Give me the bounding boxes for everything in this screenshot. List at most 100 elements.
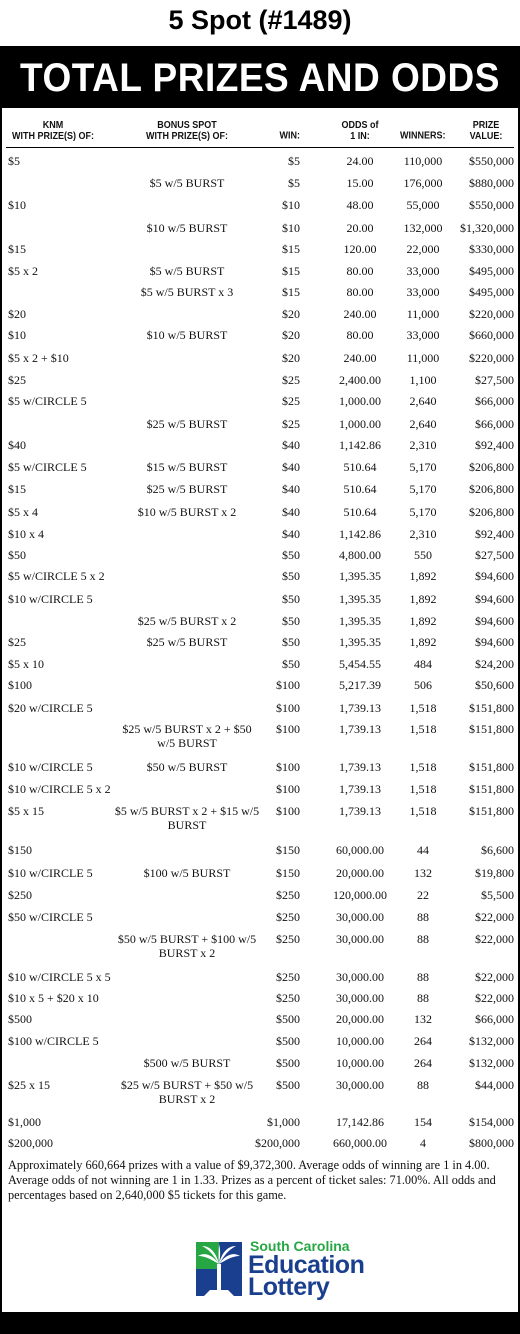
- knm-cell: $100: [8, 678, 32, 692]
- prize-value-cell: $92,400: [475, 438, 514, 452]
- knm-cell: $5 w/CIRCLE 5 x 2: [8, 569, 105, 583]
- knm-cell: $50 w/CIRCLE 5: [8, 910, 93, 924]
- win-cell: $100: [276, 701, 300, 715]
- winners-cell: 1,892: [409, 592, 437, 606]
- win-cell: $500: [276, 1034, 300, 1048]
- winners-cell: 1,892: [409, 635, 437, 649]
- win-cell: $10: [282, 221, 300, 235]
- win-cell: $500: [276, 1012, 300, 1026]
- prize-table: KNM WITH PRIZE(S) OF: BONUS SPOT WITH PR…: [2, 108, 518, 1312]
- win-cell: $50: [282, 548, 300, 562]
- win-cell: $20: [282, 328, 300, 342]
- header-bonus-spot: BONUS SPOT WITH PRIZE(S) OF:: [146, 119, 228, 141]
- winners-cell: 484: [414, 657, 432, 671]
- win-cell: $150: [276, 843, 300, 857]
- winners-cell: 2,640: [409, 417, 437, 431]
- win-cell: $40: [282, 460, 300, 474]
- win-cell: $15: [282, 242, 300, 256]
- knm-cell: $50: [8, 548, 26, 562]
- win-cell: $15: [282, 285, 300, 299]
- odds-cell: 20,000.00: [336, 866, 384, 880]
- odds-cell: 80.00: [346, 328, 374, 342]
- knm-cell: $5 w/CIRCLE 5: [8, 394, 87, 408]
- bonus-spot-cell: $25 w/5 BURST: [146, 417, 228, 431]
- knm-cell: $500: [8, 1012, 32, 1026]
- knm-cell: $15: [8, 482, 26, 496]
- winners-cell: 1,892: [409, 569, 437, 583]
- knm-cell: $100 w/CIRCLE 5: [8, 1034, 99, 1048]
- prize-value-cell: $132,000: [469, 1056, 514, 1070]
- prize-value-cell: $6,600: [481, 843, 514, 857]
- prize-value-cell: $22,000: [475, 910, 514, 924]
- winners-cell: 22: [417, 888, 429, 902]
- knm-cell: $10 w/CIRCLE 5 x 2: [8, 782, 111, 796]
- win-cell: $40: [282, 438, 300, 452]
- header-odds: ODDS of 1 IN:: [341, 119, 379, 141]
- bonus-spot-cell: $10 w/5 BURST: [146, 221, 228, 235]
- prize-value-cell: $1,320,000: [460, 221, 514, 235]
- winners-cell: 132: [414, 866, 432, 880]
- knm-cell: $10 x 4: [8, 527, 44, 541]
- prize-value-cell: $66,000: [475, 394, 514, 408]
- win-cell: $100: [276, 722, 300, 736]
- bonus-spot-cell: $25 w/5 BURST x 2: [137, 614, 237, 628]
- winners-cell: 264: [414, 1056, 432, 1070]
- win-cell: $5: [288, 154, 300, 168]
- win-cell: $250: [276, 888, 300, 902]
- prize-table-frame: TOTAL PRIZES AND ODDS KNM WITH PRIZE(S) …: [0, 46, 520, 1334]
- odds-cell: 10,000.00: [336, 1034, 384, 1048]
- winners-cell: 1,100: [409, 373, 437, 387]
- odds-cell: 5,454.55: [339, 657, 381, 671]
- odds-cell: 15.00: [346, 176, 374, 190]
- prize-value-cell: $220,000: [469, 307, 514, 321]
- odds-cell: 30,000.00: [336, 1078, 384, 1092]
- win-cell: $100: [276, 782, 300, 796]
- odds-cell: 660,000.00: [333, 1136, 387, 1150]
- prize-value-cell: $94,600: [475, 592, 514, 606]
- bonus-spot-cell: $100 w/5 BURST: [143, 866, 231, 880]
- prize-value-cell: $151,800: [469, 804, 514, 818]
- knm-cell: $10 w/CIRCLE 5: [8, 866, 93, 880]
- odds-cell: 10,000.00: [336, 1056, 384, 1070]
- knm-cell: $1,000: [8, 1115, 41, 1129]
- knm-cell: $250: [8, 888, 32, 902]
- prize-value-cell: $151,800: [469, 722, 514, 736]
- odds-cell: 20.00: [346, 221, 374, 235]
- odds-cell: 1,395.35: [339, 569, 381, 583]
- winners-cell: 1,518: [409, 760, 437, 774]
- odds-cell: 80.00: [346, 285, 374, 299]
- win-cell: $40: [282, 482, 300, 496]
- prize-value-cell: $44,000: [475, 1078, 514, 1092]
- prize-value-cell: $550,000: [469, 154, 514, 168]
- winners-cell: 110,000: [403, 154, 443, 168]
- winners-cell: 88: [417, 970, 429, 984]
- knm-cell: $5 x 15: [8, 804, 44, 818]
- bonus-spot-cell: $5 w/5 BURST: [149, 176, 225, 190]
- winners-cell: 2,310: [409, 527, 437, 541]
- knm-cell: $5 w/CIRCLE 5: [8, 460, 87, 474]
- knm-cell: $20: [8, 307, 26, 321]
- knm-cell: $200,000: [8, 1136, 53, 1150]
- prize-value-cell: $50,600: [475, 678, 514, 692]
- odds-cell: 4,800.00: [339, 548, 381, 562]
- odds-cell: 1,395.35: [339, 614, 381, 628]
- logo-line-education: Education: [248, 1251, 365, 1279]
- winners-cell: 33,000: [406, 328, 440, 342]
- prize-value-cell: $94,600: [475, 614, 514, 628]
- winners-cell: 132: [414, 1012, 432, 1026]
- odds-cell: 510.64: [343, 505, 377, 519]
- prize-value-cell: $5,500: [481, 888, 514, 902]
- prize-value-cell: $206,800: [469, 482, 514, 496]
- prize-value-cell: $92,400: [475, 527, 514, 541]
- bonus-spot-cell: $25 w/5 BURST + $50 w/5 BURST x 2: [120, 1078, 254, 1106]
- winners-cell: 2,640: [409, 394, 437, 408]
- prize-value-cell: $94,600: [475, 569, 514, 583]
- winners-cell: 11,000: [406, 351, 440, 365]
- odds-cell: 1,142.86: [339, 438, 381, 452]
- odds-cell: 240.00: [343, 307, 377, 321]
- odds-cell: 1,739.13: [339, 760, 381, 774]
- bonus-spot-cell: $25 w/5 BURST: [146, 635, 228, 649]
- prize-value-cell: $19,800: [475, 866, 514, 880]
- win-cell: $500: [276, 1078, 300, 1092]
- odds-cell: 1,739.13: [339, 701, 381, 715]
